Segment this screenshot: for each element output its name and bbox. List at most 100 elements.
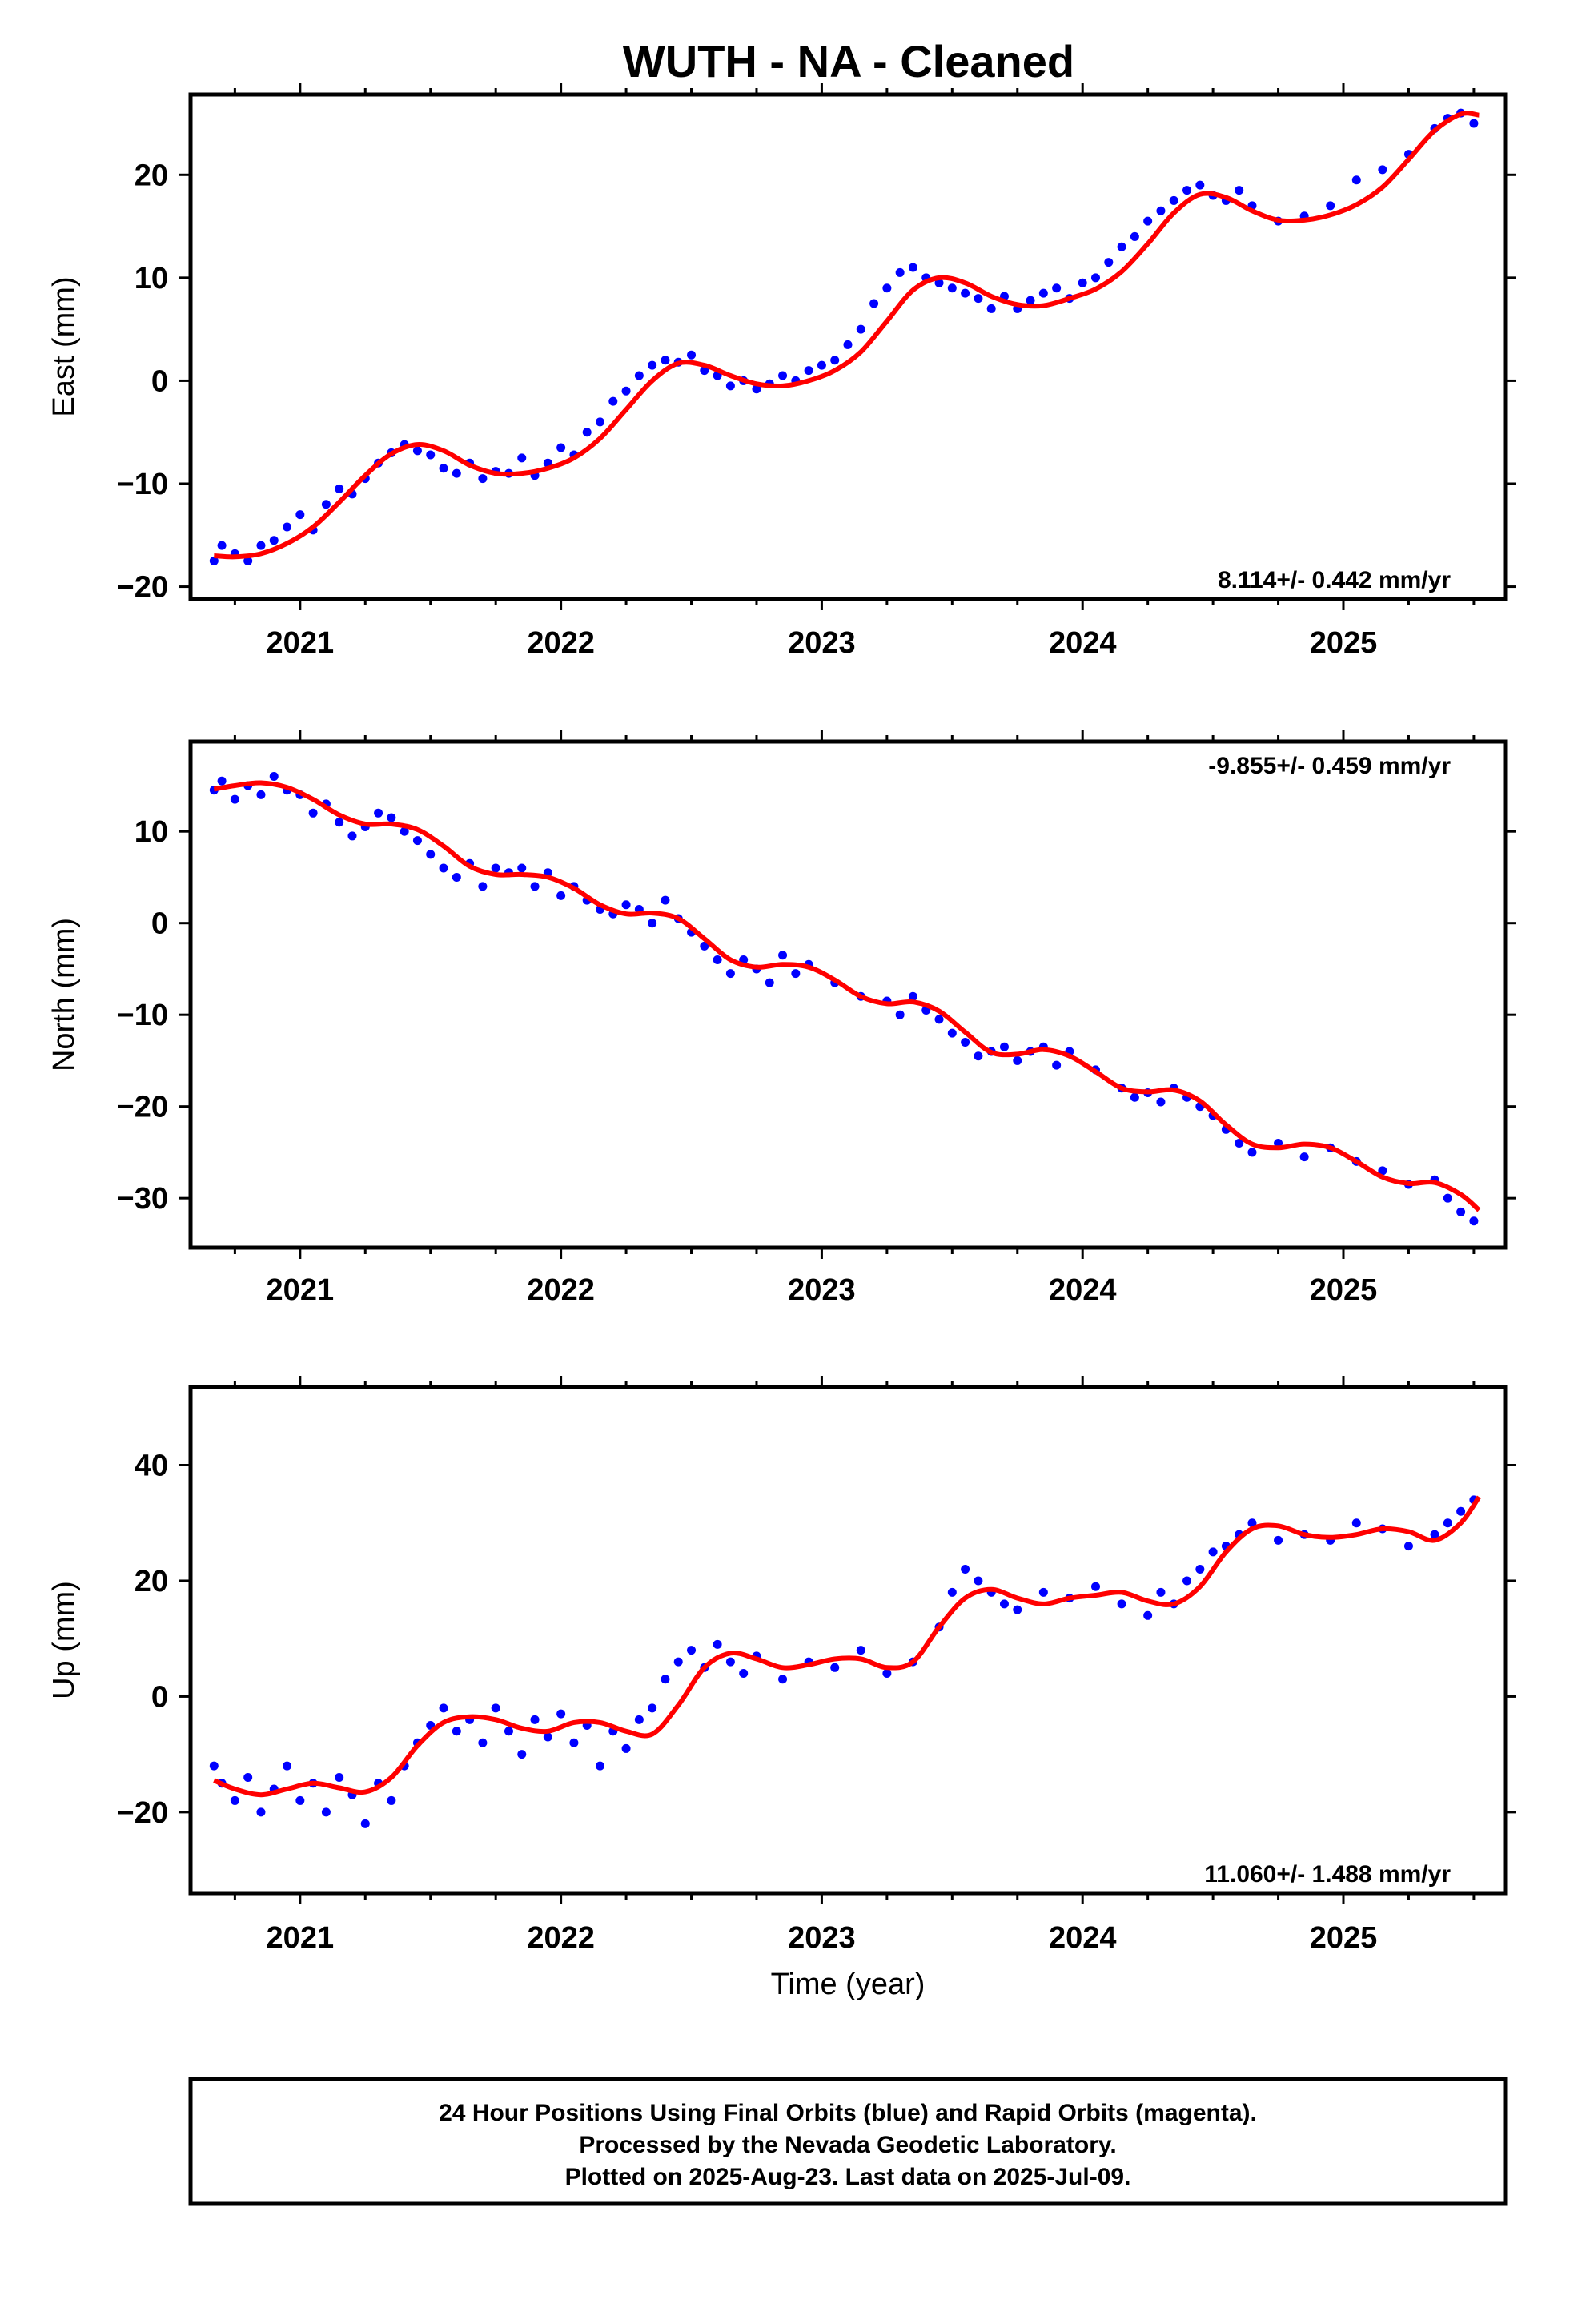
data-point xyxy=(778,371,788,380)
data-point xyxy=(556,443,566,452)
chart-title: WUTH - NA - Cleaned xyxy=(623,36,1074,86)
data-point xyxy=(621,386,631,396)
data-point xyxy=(961,288,970,298)
data-point xyxy=(1351,1518,1361,1528)
data-point xyxy=(400,826,409,836)
footer-line-2: Processed by the Nevada Geodetic Laborat… xyxy=(579,2132,1116,2158)
data-point xyxy=(387,1795,396,1805)
data-point xyxy=(621,1743,631,1753)
data-point xyxy=(308,808,318,818)
y-tick-label: −10 xyxy=(117,999,168,1032)
data-point xyxy=(217,776,227,786)
data-point xyxy=(1195,1565,1205,1574)
data-point xyxy=(230,1795,239,1805)
data-point xyxy=(543,1732,552,1742)
data-point xyxy=(974,294,983,304)
y-tick-label: 40 xyxy=(135,1449,168,1483)
x-tick-label: 2022 xyxy=(527,626,595,660)
footer-line-1: 24 Hour Positions Using Final Orbits (bl… xyxy=(439,2100,1257,2126)
data-point xyxy=(412,446,422,456)
x-tick-label: 2023 xyxy=(788,626,856,660)
data-point xyxy=(713,955,722,964)
data-point xyxy=(634,371,644,380)
footer-line-3: Plotted on 2025-Aug-23. Last data on 202… xyxy=(565,2164,1131,2190)
data-point xyxy=(1378,1166,1387,1176)
data-point xyxy=(478,474,488,484)
data-point xyxy=(817,360,826,370)
data-point xyxy=(830,356,840,365)
data-point xyxy=(387,813,396,822)
y-tick-label: 10 xyxy=(135,815,168,849)
data-point xyxy=(283,522,292,532)
data-point xyxy=(269,536,279,545)
fit-line xyxy=(213,780,1481,1212)
data-point xyxy=(1143,1610,1153,1620)
data-point xyxy=(908,991,917,1001)
data-point xyxy=(530,1715,540,1724)
data-point xyxy=(1130,1092,1139,1102)
plot-area xyxy=(209,772,1481,1226)
data-point xyxy=(1443,1518,1452,1528)
data-point xyxy=(452,468,461,478)
footer-box: 24 Hour Positions Using Final Orbits (bl… xyxy=(188,2077,1508,2206)
data-point xyxy=(1038,1587,1048,1597)
data-point xyxy=(426,450,436,460)
data-point xyxy=(1038,288,1048,298)
data-point xyxy=(243,556,253,565)
data-point xyxy=(974,1576,983,1586)
data-point xyxy=(209,1761,219,1771)
data-point xyxy=(1469,119,1479,128)
data-point xyxy=(1326,201,1335,211)
data-point xyxy=(725,1657,735,1667)
data-point xyxy=(999,1599,1009,1609)
data-point xyxy=(765,978,774,987)
data-point xyxy=(1130,231,1139,241)
data-point xyxy=(608,396,618,406)
data-point xyxy=(569,1738,579,1747)
x-tick-label: 2024 xyxy=(1049,1273,1117,1307)
y-tick-label: 10 xyxy=(135,262,168,296)
data-point xyxy=(1117,242,1126,251)
data-point xyxy=(882,1669,892,1679)
fit-line xyxy=(213,1495,1481,1798)
x-tick-label: 2024 xyxy=(1049,1921,1117,1955)
data-point xyxy=(439,863,448,873)
data-point xyxy=(1469,1216,1479,1226)
data-point xyxy=(869,299,879,308)
data-point xyxy=(1117,1599,1126,1609)
data-point xyxy=(1091,273,1101,283)
data-point xyxy=(974,1051,983,1061)
data-point xyxy=(895,267,905,277)
y-tick-label: 0 xyxy=(151,364,168,398)
data-point xyxy=(1091,1582,1101,1591)
y-tick-label: −20 xyxy=(117,1796,168,1830)
data-point xyxy=(1235,186,1244,195)
data-point xyxy=(1156,1587,1166,1597)
data-point xyxy=(778,951,788,960)
data-point xyxy=(648,360,657,370)
data-point xyxy=(1169,195,1178,205)
data-point xyxy=(634,1715,644,1724)
data-point xyxy=(439,464,448,473)
data-point xyxy=(1195,180,1205,190)
data-point xyxy=(283,1761,292,1771)
data-point xyxy=(595,417,604,427)
data-point xyxy=(621,900,631,910)
x-tick-label: 2025 xyxy=(1310,1273,1378,1307)
data-point xyxy=(1078,278,1087,287)
data-point xyxy=(687,1646,697,1655)
data-point xyxy=(908,263,917,272)
data-point xyxy=(1403,1542,1413,1551)
data-point xyxy=(347,831,357,841)
x-tick-label: 2023 xyxy=(788,1921,856,1955)
data-point xyxy=(478,1738,488,1747)
plot-frame xyxy=(188,739,1508,1250)
data-point xyxy=(1026,296,1035,305)
y-axis-label: North (mm) xyxy=(47,918,81,1072)
footer-frame xyxy=(188,2077,1508,2206)
data-point xyxy=(830,1663,840,1672)
data-point xyxy=(295,1795,305,1805)
x-tick-label: 2021 xyxy=(267,1273,335,1307)
data-point xyxy=(947,1028,957,1038)
y-tick-label: −10 xyxy=(117,468,168,501)
